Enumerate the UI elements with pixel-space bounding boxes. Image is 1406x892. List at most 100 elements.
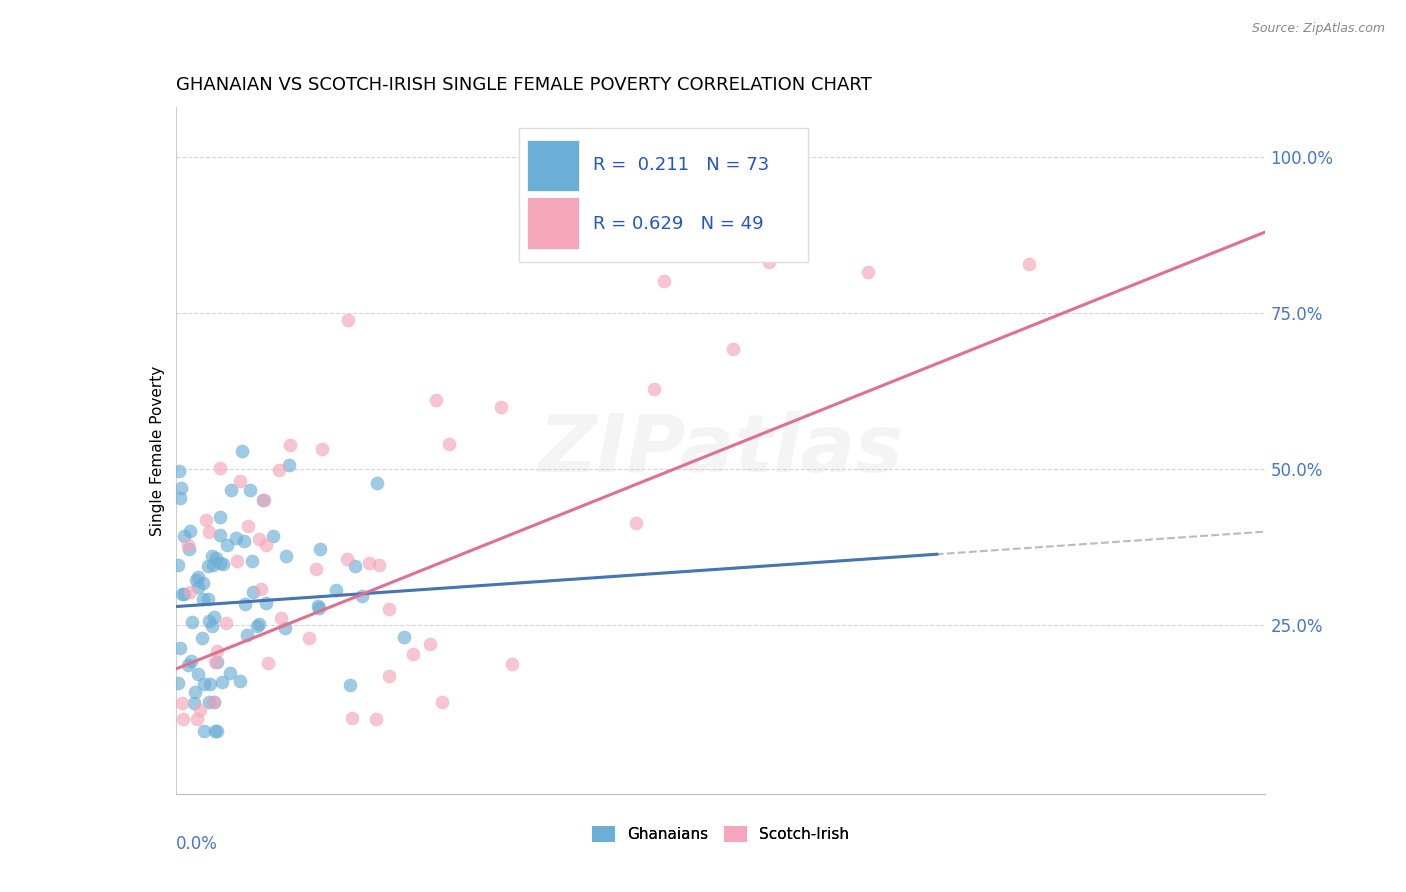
Point	[394, 630, 416, 644]
Point	[501, 657, 523, 671]
Point	[201, 549, 224, 564]
Point	[377, 602, 399, 616]
Point	[430, 695, 453, 709]
Point	[308, 542, 330, 557]
Point	[246, 619, 269, 633]
Point	[325, 583, 347, 598]
Point	[256, 656, 278, 670]
Point	[402, 647, 425, 661]
Point	[267, 463, 290, 477]
Point	[364, 712, 387, 726]
Point	[297, 631, 319, 645]
Point	[180, 615, 202, 630]
Point	[758, 255, 780, 269]
Point	[173, 529, 195, 543]
Point	[419, 637, 441, 651]
Point	[198, 525, 221, 540]
Point	[187, 570, 209, 584]
Point	[207, 724, 229, 739]
Point	[311, 442, 333, 457]
Point	[169, 640, 191, 655]
Point	[247, 616, 270, 631]
Point	[198, 695, 221, 709]
Text: 0.0%: 0.0%	[176, 835, 218, 853]
Point	[183, 696, 205, 710]
Point	[233, 597, 256, 611]
Point	[238, 518, 260, 533]
Text: Source: ZipAtlas.com: Source: ZipAtlas.com	[1251, 22, 1385, 36]
Point	[856, 265, 879, 279]
Point	[215, 538, 238, 552]
Point	[208, 461, 231, 475]
Point	[236, 628, 259, 642]
Point	[184, 573, 207, 587]
Point	[652, 274, 675, 288]
Point	[184, 685, 207, 699]
Point	[212, 557, 235, 571]
Point	[336, 551, 359, 566]
Point	[187, 581, 209, 595]
Point	[225, 531, 247, 545]
Point	[167, 675, 190, 690]
Point	[219, 483, 242, 497]
Point	[278, 438, 301, 452]
Point	[205, 644, 228, 658]
Point	[305, 562, 328, 576]
Text: GHANAIAN VS SCOTCH-IRISH SINGLE FEMALE POVERTY CORRELATION CHART: GHANAIAN VS SCOTCH-IRISH SINGLE FEMALE P…	[176, 77, 872, 95]
Point	[226, 554, 249, 568]
Point	[169, 491, 191, 506]
Point	[179, 584, 201, 599]
Point	[252, 493, 274, 508]
Point	[197, 614, 219, 628]
Point	[195, 514, 218, 528]
Point	[357, 556, 380, 570]
Point	[215, 616, 238, 631]
Point	[626, 516, 648, 531]
Point	[242, 584, 264, 599]
Point	[437, 436, 460, 450]
Point	[186, 712, 208, 726]
Point	[262, 529, 284, 543]
Point	[180, 654, 202, 668]
Point	[193, 724, 215, 739]
Point	[270, 611, 292, 625]
Point	[250, 582, 273, 597]
Point	[173, 587, 195, 601]
Point	[187, 666, 209, 681]
Y-axis label: Single Female Poverty: Single Female Poverty	[149, 366, 165, 535]
Point	[247, 533, 270, 547]
Text: R =  0.211   N = 73: R = 0.211 N = 73	[593, 156, 769, 174]
Text: R = 0.629   N = 49: R = 0.629 N = 49	[593, 215, 763, 233]
Point	[188, 703, 211, 717]
Point	[229, 474, 252, 488]
Point	[179, 524, 201, 538]
Point	[276, 549, 298, 564]
Point	[307, 599, 329, 614]
Point	[337, 312, 360, 326]
Point	[366, 475, 388, 490]
Point	[377, 669, 399, 683]
Point	[209, 528, 232, 542]
Point	[202, 610, 225, 624]
Point	[368, 558, 391, 572]
Point	[201, 558, 224, 573]
Point	[643, 382, 665, 396]
Point	[207, 655, 229, 669]
Point	[169, 481, 191, 495]
Point	[240, 554, 263, 568]
Point	[218, 666, 240, 681]
Point	[277, 458, 299, 473]
Point	[723, 343, 745, 357]
FancyBboxPatch shape	[519, 128, 808, 261]
Point	[204, 724, 226, 739]
Point	[170, 696, 193, 710]
Point	[204, 655, 226, 669]
Point	[191, 631, 214, 645]
Point	[202, 694, 225, 708]
FancyBboxPatch shape	[527, 197, 579, 249]
Point	[308, 601, 330, 615]
Point	[209, 509, 232, 524]
Point	[202, 695, 225, 709]
Legend: Ghanaians, Scotch-Irish: Ghanaians, Scotch-Irish	[586, 820, 855, 848]
Point	[197, 559, 219, 574]
